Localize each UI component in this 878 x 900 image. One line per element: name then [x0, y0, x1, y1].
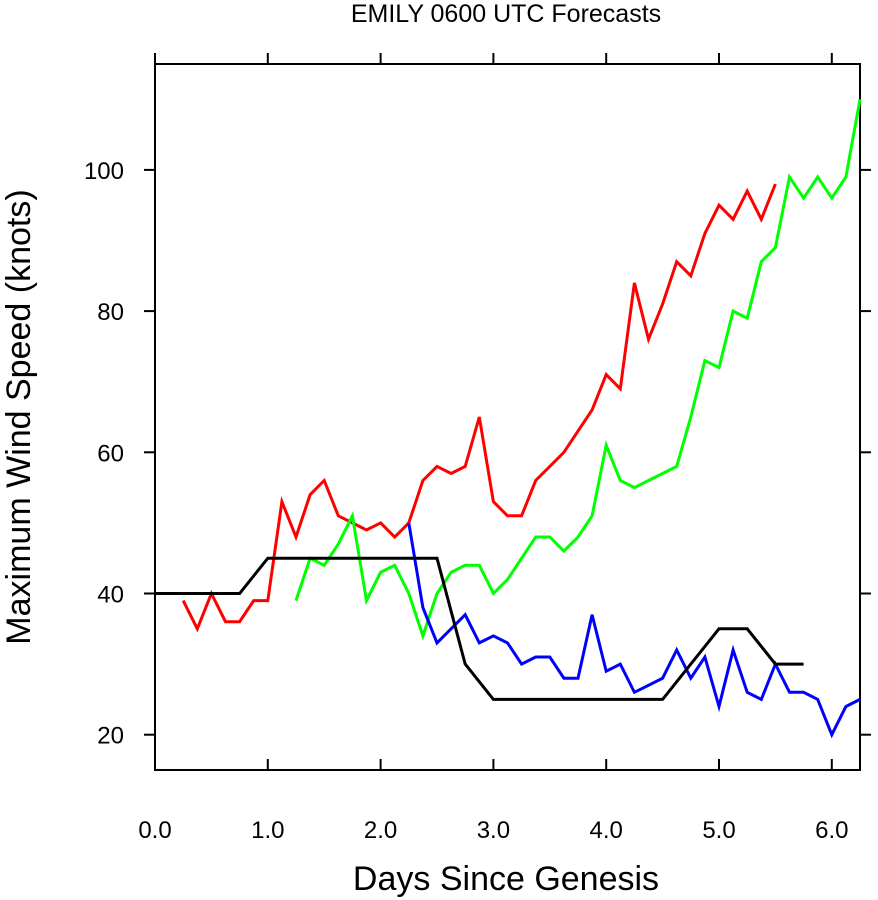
series-group: [155, 99, 862, 739]
series-line-red: [181, 183, 777, 633]
y-axis-title: Maximum Wind Speed (knots): [0, 189, 38, 644]
x-tick-label: 2.0: [364, 817, 397, 844]
series-line-black: [155, 556, 804, 701]
y-tick-label: 60: [97, 440, 124, 467]
series-line-blue: [407, 522, 861, 739]
x-tick-label: 0.0: [138, 817, 171, 844]
x-axis-title: Days Since Genesis: [353, 860, 659, 898]
y-tick-label: 20: [97, 723, 124, 750]
plot-frame: [154, 63, 861, 771]
x-tick-label: 3.0: [477, 817, 510, 844]
x-tick-label: 6.0: [815, 817, 848, 844]
y-tick-label: 40: [97, 582, 124, 609]
y-tick-label: 100: [84, 158, 124, 185]
series-line-green: [294, 99, 862, 641]
x-tick-label: 5.0: [702, 817, 735, 844]
chart-title: EMILY 0600 UTC Forecasts: [351, 0, 661, 28]
axis-ticks: 0.0 1.0 2.0 3.0 4.0 5.0 6.0 20 40 60 80 100: [84, 53, 871, 844]
x-tick-label: 1.0: [251, 817, 284, 844]
x-tick-label: 4.0: [590, 817, 623, 844]
y-tick-label: 80: [97, 299, 124, 326]
